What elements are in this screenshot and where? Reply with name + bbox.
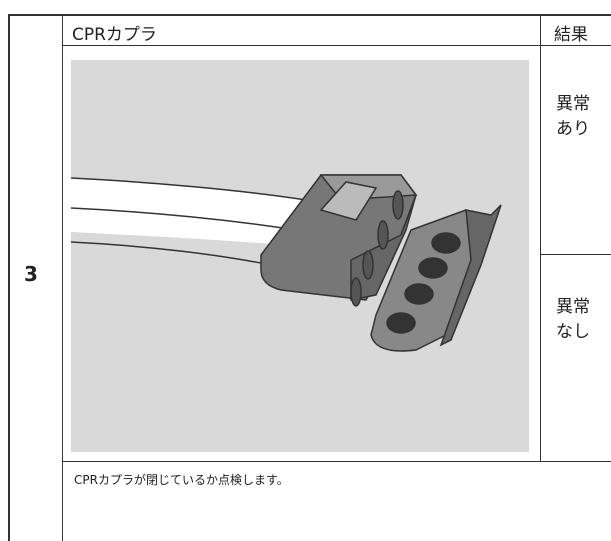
result-label: 異常 あり [556,92,590,142]
result-label: 異常 なし [556,295,590,345]
table-left-border [8,14,10,541]
coupler-body [260,174,418,307]
row-divider [62,461,611,462]
result-line: 異常 [556,94,590,114]
illustration [71,60,529,452]
coupler-cover [370,204,502,352]
table-top-border [8,14,611,16]
result-line: 異常 [556,297,590,317]
cable [71,177,307,266]
column-divider [540,14,541,461]
row-divider [540,254,611,255]
step-number: 3 [24,262,38,286]
row-divider [62,45,611,46]
header-result: 結果 [554,25,588,45]
header-title: CPRカプラ [72,25,157,45]
description: CPRカプラが閉じているか点検します。 [74,473,289,487]
result-line: あり [556,119,590,139]
column-divider [62,14,63,541]
result-line: なし [556,322,590,342]
